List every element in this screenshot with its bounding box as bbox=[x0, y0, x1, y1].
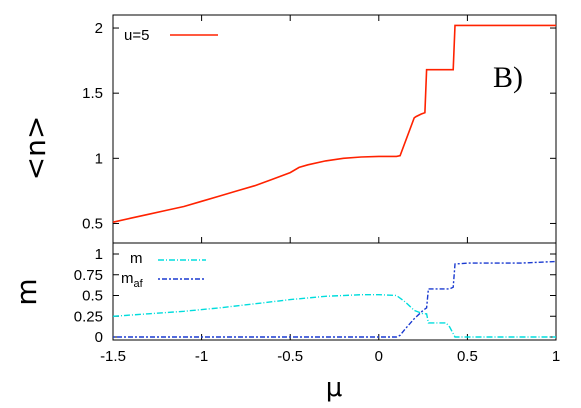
series-line-n bbox=[112, 24, 556, 223]
top-y-axis-label: <n> bbox=[19, 116, 52, 181]
bottom-ytick-label: 0.75 bbox=[74, 267, 103, 284]
x-axis-label: μ bbox=[326, 373, 343, 403]
legend-label-maf-sub: af bbox=[134, 278, 144, 290]
top-ytick-label: 2 bbox=[95, 20, 103, 37]
bottom-y-ticks: 0 0.25 0.5 0.75 1 bbox=[74, 246, 556, 346]
bottom-ytick-label: 0.5 bbox=[82, 288, 103, 305]
top-plot-frame bbox=[112, 14, 557, 244]
legend-label-m: m bbox=[130, 250, 143, 267]
xtick-label: 0 bbox=[375, 348, 383, 365]
bottom-panel: 0 0.25 0.5 0.75 1 -1.5 -1 -0.5 0 0.5 1 m maf m bbox=[10, 242, 560, 365]
xtick-label: 0.5 bbox=[457, 348, 478, 365]
xtick-label: -1.5 bbox=[100, 348, 126, 365]
top-series-layer bbox=[112, 24, 556, 223]
panel-tag: B) bbox=[493, 61, 523, 94]
xtick-label: -1 bbox=[195, 348, 208, 365]
bottom-ytick-label: 0.25 bbox=[74, 308, 103, 325]
x-ticks: -1.5 -1 -0.5 0 0.5 1 bbox=[100, 334, 560, 365]
legend-label-n: u=5 bbox=[124, 27, 149, 44]
bottom-y-axis-label: m bbox=[10, 278, 43, 305]
series-line-maf bbox=[113, 260, 557, 338]
top-ytick-label: 1 bbox=[95, 150, 103, 167]
top-ytick-label: 1.5 bbox=[82, 85, 103, 102]
series-line-m bbox=[112, 294, 556, 338]
top-y-ticks: 0.5 1 1.5 2 bbox=[82, 15, 557, 243]
legend-label-maf: maf bbox=[121, 270, 144, 290]
top-legend: u=5 bbox=[124, 27, 218, 44]
xtick-label: 1 bbox=[552, 348, 560, 365]
bottom-legend: m maf bbox=[121, 250, 206, 290]
bottom-ytick-label: 0 bbox=[95, 329, 103, 346]
bottom-ytick-label: 1 bbox=[95, 246, 103, 263]
bottom-series-layer bbox=[112, 260, 557, 338]
top-panel: 0.5 1 1.5 2 u=5 B) <n> bbox=[19, 14, 557, 244]
top-ytick-label: 0.5 bbox=[82, 215, 103, 232]
bottom-plot-frame bbox=[112, 242, 557, 341]
xtick-label: -0.5 bbox=[277, 348, 303, 365]
